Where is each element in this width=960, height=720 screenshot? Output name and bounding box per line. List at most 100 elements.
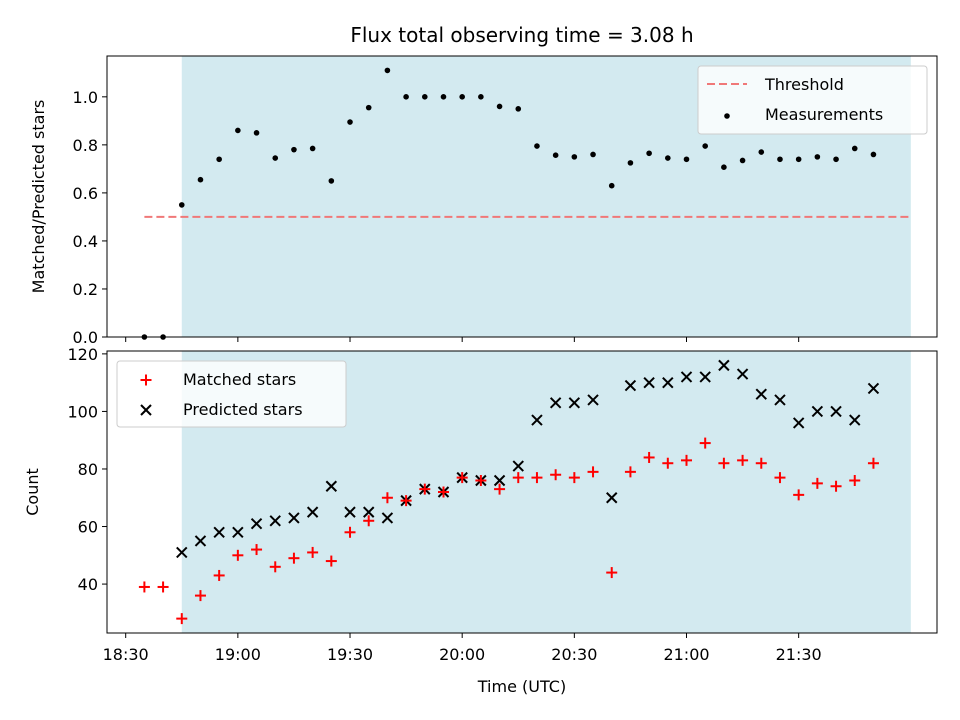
predicted-point — [250, 517, 263, 530]
predicted-legend-marker — [140, 404, 152, 416]
top-y-tick-label: 1.0 — [73, 88, 98, 107]
x-tick-label: 21:00 — [663, 645, 709, 664]
x-axis-label: Time (UTC) — [477, 677, 566, 696]
predicted-point — [774, 394, 786, 406]
bottom-y-tick-label: 60 — [78, 518, 98, 537]
predicted-point — [325, 480, 338, 492]
matched-point — [288, 552, 300, 564]
top-y-tick-label: 0.6 — [73, 184, 98, 203]
measurement-point — [421, 94, 428, 100]
matched-point — [494, 483, 506, 495]
top-axes-frame — [106, 55, 938, 338]
top-legend: Threshold Measurements — [697, 65, 928, 135]
bottom-y-tick-label: 100 — [67, 402, 98, 421]
matched-point — [699, 437, 711, 449]
measurement-point — [851, 145, 858, 152]
predicted-point — [624, 379, 637, 392]
top-legend-box — [697, 65, 928, 135]
predicted-legend-label: Predicted stars — [183, 400, 303, 419]
predicted-point — [568, 397, 581, 409]
predicted-point — [811, 405, 824, 418]
measurements-legend-label: Measurements — [765, 105, 883, 124]
measurement-point — [870, 151, 877, 158]
matched-point — [550, 469, 562, 481]
matched-point — [344, 526, 356, 538]
measurement-point — [627, 160, 634, 166]
predicted-point — [232, 526, 244, 538]
matched-point — [531, 472, 543, 484]
measurement-point — [178, 202, 185, 208]
measurement-point — [777, 156, 783, 163]
measurement-point — [496, 103, 503, 110]
predicted-point — [699, 371, 711, 383]
matched-point — [419, 483, 431, 495]
measurement-point — [197, 176, 204, 183]
matched-point — [718, 457, 730, 469]
measurement-point — [552, 152, 559, 158]
predicted-legend-swatch — [140, 404, 152, 416]
measurement-point — [253, 130, 260, 136]
top-y-tick-label: 0.0 — [73, 328, 98, 347]
bottom-axis-ticks: 40 60 80 100 120 18:30 19:00 19:30 20:00 20:30 21:… — [67, 345, 821, 664]
predicted-point — [363, 506, 375, 518]
matched-point — [307, 546, 319, 558]
matched-point — [774, 472, 786, 484]
matched-point — [176, 613, 188, 625]
matched-point — [512, 472, 524, 484]
bottom-y-tick-label: 120 — [67, 345, 98, 364]
measurement-point — [758, 149, 765, 155]
matched-point — [138, 581, 150, 593]
matched-point — [400, 495, 412, 507]
matched-legend-label: Matched stars — [183, 370, 296, 389]
bottom-axes-frame — [106, 350, 938, 634]
matched-legend-marker — [140, 374, 152, 386]
matched-point — [475, 474, 487, 486]
measurement-point — [309, 145, 316, 152]
measurements-legend-swatch — [724, 113, 730, 119]
predicted-point — [381, 512, 394, 524]
measurement-point — [515, 106, 522, 112]
measurement-point — [235, 127, 241, 134]
x-tick-label: 21:30 — [776, 645, 822, 664]
predicted-point — [587, 394, 599, 406]
x-tick-label: 19:30 — [327, 645, 373, 664]
top-panel: 0.0 0.2 0.4 0.6 0.8 1.0 Flux total observing … — [29, 23, 938, 347]
matched-point — [755, 457, 767, 469]
matched-point — [194, 590, 206, 602]
x-tick-label: 19:00 — [215, 645, 261, 664]
x-tick-label: 18:30 — [103, 645, 149, 664]
matched-point — [381, 492, 393, 504]
bottom-panel: 40 60 80 100 120 18:30 19:00 19:30 20:00 20:30 21:… — [23, 345, 938, 696]
predicted-point — [549, 397, 562, 409]
top-y-axis-label: Matched/Predicted stars — [29, 100, 48, 294]
x-tick-label: 20:30 — [551, 645, 597, 664]
x-tick-label: 20:00 — [439, 645, 485, 664]
matched-point — [157, 581, 169, 593]
matched-point — [793, 489, 805, 501]
predicted-point — [194, 535, 207, 547]
predicted-point — [512, 460, 524, 472]
bottom-y-tick-label: 80 — [78, 460, 98, 479]
predicted-point — [606, 492, 618, 504]
predicted-point — [718, 359, 730, 372]
predicted-point — [792, 417, 805, 429]
matched-legend-swatch — [140, 374, 152, 386]
predicted-point — [344, 506, 356, 518]
measurement-point — [795, 156, 802, 163]
measurement-point — [478, 94, 484, 100]
bottom-legend: Matched stars Predicted stars — [116, 360, 347, 428]
top-y-tick-label: 0.4 — [73, 232, 98, 251]
matched-point — [643, 451, 655, 463]
matched-point — [363, 515, 375, 527]
matched-point — [867, 457, 879, 469]
top-y-tick-label: 0.2 — [73, 280, 98, 299]
threshold-legend-label: Threshold — [764, 75, 844, 94]
predicted-point — [306, 506, 319, 518]
measurement-point — [646, 150, 652, 157]
bottom-legend-box — [116, 360, 347, 428]
matched-point — [437, 486, 449, 498]
measurement-point — [291, 146, 297, 153]
measurement-point — [833, 156, 839, 163]
matched-point — [662, 457, 674, 469]
measurement-point — [384, 67, 391, 74]
